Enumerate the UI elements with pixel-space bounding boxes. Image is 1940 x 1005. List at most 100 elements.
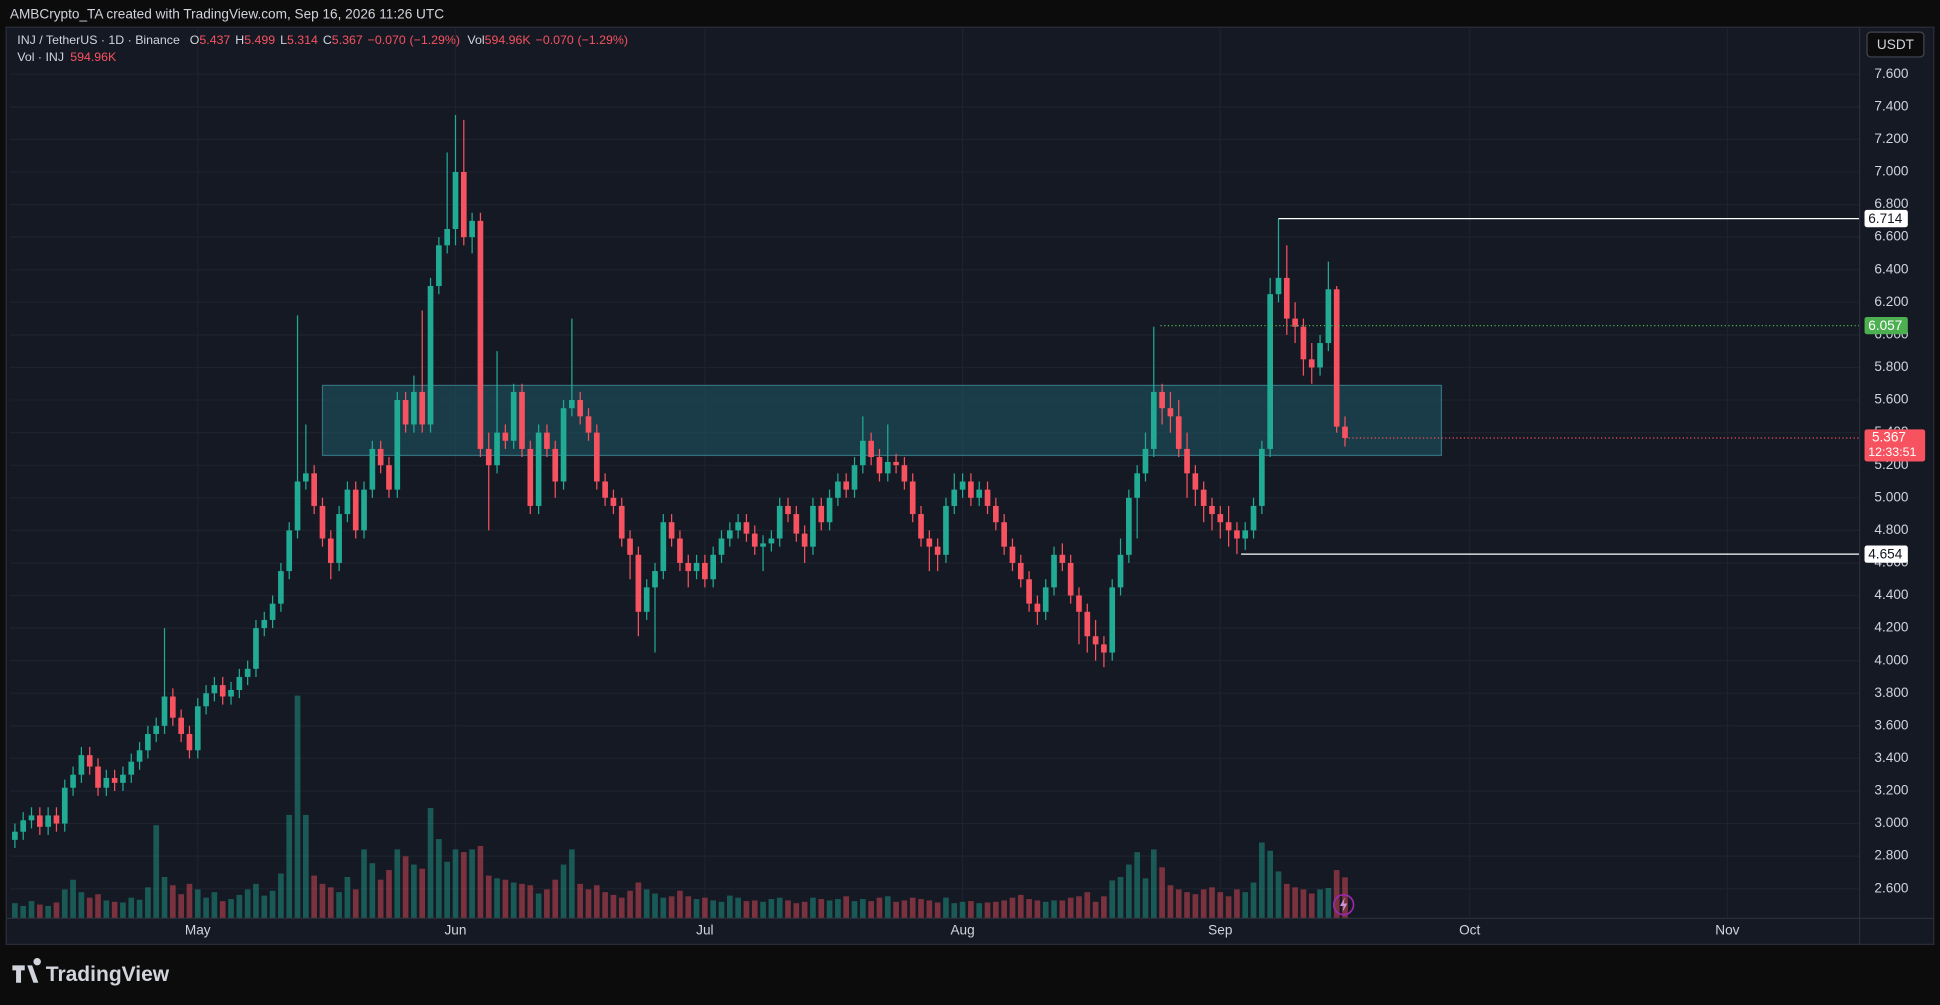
- alert-bolt: [1339, 897, 1348, 913]
- volume-bar: [1234, 889, 1240, 919]
- candle-body: [510, 391, 517, 441]
- alert-icon[interactable]: [1332, 894, 1355, 916]
- price-label: 6.714: [1868, 211, 1902, 226]
- y-tick-label: 6.800: [1874, 196, 1908, 211]
- volume-bar: [1333, 870, 1340, 919]
- volume-bar: [735, 897, 741, 919]
- candle-body: [1292, 318, 1298, 327]
- y-tick-label: 7.200: [1874, 131, 1908, 146]
- volume-bar: [1308, 893, 1315, 919]
- volume-bar: [1225, 896, 1232, 919]
- candle-body: [610, 497, 617, 506]
- candle-body: [1200, 489, 1207, 506]
- volume-bar: [344, 876, 351, 919]
- legend-change: −0.070: [368, 33, 406, 47]
- candle-body: [278, 571, 284, 604]
- volume-bar: [984, 902, 991, 919]
- volume-bar: [693, 899, 700, 919]
- volume-bar: [909, 897, 916, 919]
- volume-bar: [943, 897, 949, 919]
- candle-body: [1175, 416, 1182, 449]
- candle-body: [602, 481, 608, 498]
- candle-body: [743, 522, 750, 534]
- volume-bar: [577, 883, 584, 919]
- brand-logo: [12, 957, 41, 983]
- current-price-box: [1864, 429, 1926, 462]
- volume-bar: [1026, 899, 1032, 919]
- y-tick-label: 2.600: [1874, 880, 1908, 895]
- candle-body: [668, 522, 675, 539]
- price-label-box: [1864, 545, 1908, 563]
- volume-bar: [286, 814, 293, 919]
- candle-body: [959, 481, 966, 490]
- volume-bar: [336, 892, 342, 919]
- volume-bar: [402, 856, 409, 919]
- candle-body: [161, 696, 168, 726]
- candle-body: [1117, 554, 1124, 588]
- candle-body: [1333, 289, 1340, 427]
- candle-body: [876, 457, 883, 474]
- volume-bar: [411, 864, 417, 919]
- candle-body: [352, 489, 359, 531]
- candle-body: [203, 693, 209, 707]
- candle-body: [1009, 546, 1016, 563]
- volume-bar: [926, 900, 933, 919]
- volume-bar: [211, 892, 218, 919]
- legend-volume: Vol · INJ 594.96K: [17, 50, 117, 64]
- y-tick-label: 5.600: [1874, 392, 1908, 407]
- volume-bar: [643, 889, 650, 919]
- volume-bar: [1325, 888, 1332, 919]
- volume-bar: [1200, 889, 1207, 919]
- volume-bar: [785, 900, 791, 919]
- price-label-box: [1864, 316, 1908, 335]
- candle-body: [361, 489, 367, 531]
- countdown: 12:33:51: [1868, 445, 1916, 459]
- legend-field: C: [323, 33, 332, 47]
- currency-label: USDT: [1877, 37, 1914, 52]
- volume-bar: [145, 887, 151, 919]
- candle-body: [726, 530, 733, 539]
- candle-body: [1267, 294, 1274, 449]
- y-tick-label: 4.800: [1874, 522, 1908, 537]
- volume-bar: [1009, 897, 1016, 919]
- volume-bar: [519, 883, 525, 919]
- volume-bar: [28, 901, 35, 919]
- candle-body: [145, 733, 151, 751]
- volume-bar: [560, 864, 567, 919]
- candle-body: [1051, 554, 1057, 588]
- volume-bar: [1092, 901, 1099, 919]
- volume-bar: [111, 901, 118, 919]
- candle-body: [128, 761, 135, 775]
- volume-bar: [1034, 900, 1041, 919]
- legend-line: INJ / TetherUS · 1D · Binance O5.437 H5.49…: [17, 33, 628, 47]
- volume-bar: [1317, 889, 1323, 919]
- candle-body: [1034, 603, 1041, 612]
- candle-body: [560, 408, 567, 482]
- candle-body: [909, 481, 916, 515]
- currency-button[interactable]: [1866, 31, 1925, 58]
- candle-body: [394, 400, 401, 490]
- volume-bar: [602, 892, 608, 919]
- volume-bar: [685, 896, 692, 919]
- candle-body: [494, 432, 500, 466]
- x-tick-label: Jun: [445, 922, 467, 937]
- x-tick-label: Jul: [696, 922, 713, 937]
- candle-body: [303, 473, 309, 482]
- legend-value: 5.499: [244, 33, 275, 47]
- candle-body: [28, 815, 35, 821]
- candle-body: [219, 685, 226, 697]
- candle-body: [1184, 448, 1190, 474]
- candle-body: [718, 538, 725, 555]
- candle-body: [901, 465, 908, 482]
- volume-bar: [610, 894, 617, 919]
- volume-bar: [278, 873, 284, 919]
- volume-bar: [826, 900, 833, 919]
- legend-vol-series: Vol · INJ: [17, 50, 64, 64]
- candle-body: [693, 562, 700, 572]
- candle-body: [86, 755, 93, 767]
- volume-bar: [876, 897, 883, 919]
- volume-bar: [668, 896, 675, 919]
- volume-bar: [1175, 889, 1182, 919]
- volume-bar: [951, 903, 958, 919]
- candle-body: [1159, 391, 1165, 409]
